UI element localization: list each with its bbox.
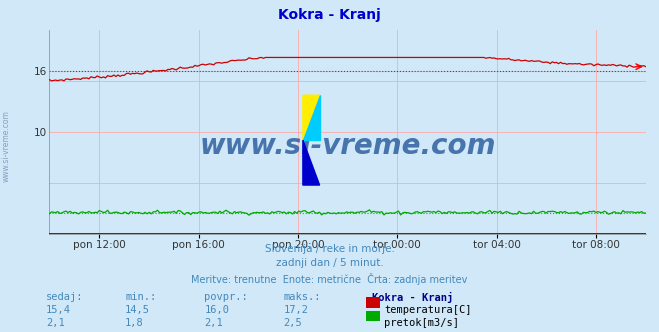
- Text: maks.:: maks.:: [283, 292, 321, 302]
- Text: www.si-vreme.com: www.si-vreme.com: [200, 132, 496, 160]
- Text: Meritve: trenutne  Enote: metrične  Črta: zadnja meritev: Meritve: trenutne Enote: metrične Črta: …: [191, 273, 468, 285]
- Text: 17,2: 17,2: [283, 305, 308, 315]
- Text: 15,4: 15,4: [46, 305, 71, 315]
- Text: 2,5: 2,5: [283, 318, 302, 328]
- Text: pretok[m3/s]: pretok[m3/s]: [384, 318, 459, 328]
- Text: 16,0: 16,0: [204, 305, 229, 315]
- Text: sedaj:: sedaj:: [46, 292, 84, 302]
- Text: temperatura[C]: temperatura[C]: [384, 305, 472, 315]
- Text: 2,1: 2,1: [204, 318, 223, 328]
- Text: Kokra - Kranj: Kokra - Kranj: [372, 292, 453, 303]
- Text: Slovenija / reke in morje.: Slovenija / reke in morje.: [264, 244, 395, 254]
- Text: 14,5: 14,5: [125, 305, 150, 315]
- Text: www.si-vreme.com: www.si-vreme.com: [2, 110, 11, 182]
- Polygon shape: [303, 95, 320, 140]
- Polygon shape: [303, 140, 320, 185]
- Text: 1,8: 1,8: [125, 318, 144, 328]
- Text: povpr.:: povpr.:: [204, 292, 248, 302]
- Polygon shape: [303, 95, 320, 140]
- Text: min.:: min.:: [125, 292, 156, 302]
- Text: zadnji dan / 5 minut.: zadnji dan / 5 minut.: [275, 258, 384, 268]
- Text: Kokra - Kranj: Kokra - Kranj: [278, 8, 381, 22]
- Text: 2,1: 2,1: [46, 318, 65, 328]
